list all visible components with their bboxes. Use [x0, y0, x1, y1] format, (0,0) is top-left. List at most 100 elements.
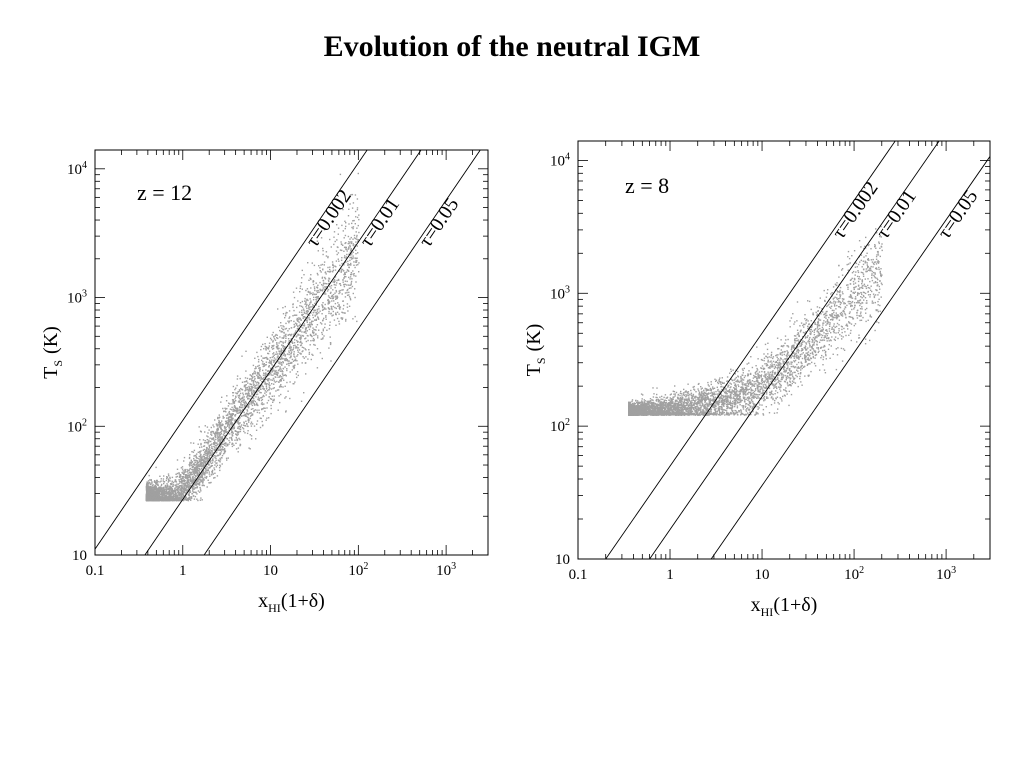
scatter-point — [348, 253, 350, 255]
scatter-point — [165, 492, 167, 495]
scatter-point — [225, 414, 228, 417]
scatter-point — [335, 312, 337, 314]
scatter-point — [290, 320, 292, 322]
scatter-point — [178, 480, 181, 482]
scatter-point — [313, 343, 315, 346]
scatter-point — [240, 402, 242, 404]
scatter-point — [178, 491, 180, 494]
scatter-point — [345, 257, 347, 259]
scatter-point — [313, 328, 315, 331]
scatter-point — [351, 241, 353, 243]
scatter-point — [336, 282, 338, 284]
scatter-point — [249, 412, 251, 414]
scatter-point — [150, 494, 152, 496]
scatter-point — [282, 361, 284, 363]
scatter-point — [191, 471, 193, 473]
scatter-point — [340, 270, 342, 272]
scatter-point — [338, 290, 340, 292]
scatter-point — [271, 369, 274, 371]
scatter-point — [321, 338, 324, 340]
scatter-point — [345, 276, 347, 278]
scatter-point — [199, 488, 202, 490]
scatter-point — [236, 434, 238, 437]
scatter-point — [327, 283, 330, 285]
scatter-point — [180, 474, 182, 476]
scatter-point — [262, 394, 265, 397]
scatter-point — [250, 389, 252, 391]
scatter-point — [248, 388, 251, 390]
scatter-point — [309, 333, 312, 336]
scatter-point — [347, 260, 349, 263]
scatter-point — [321, 304, 323, 306]
scatter-point — [245, 380, 247, 383]
scatter-point — [282, 367, 285, 370]
scatter-point — [346, 280, 348, 283]
scatter-point — [284, 334, 287, 336]
scatter-point — [259, 391, 261, 394]
scatter-point — [200, 468, 203, 470]
scatter-point — [261, 398, 264, 401]
scatter-point — [280, 350, 283, 353]
scatter-point — [266, 336, 268, 338]
scatter-point — [222, 415, 224, 418]
scatter-point — [268, 396, 271, 398]
scatter-point — [339, 289, 341, 292]
scatter-point — [197, 483, 199, 486]
scatter-point — [289, 349, 292, 352]
scatter-point — [308, 328, 311, 331]
scatter-point — [321, 357, 323, 360]
scatter-point — [164, 496, 167, 498]
scatter-point — [318, 308, 320, 310]
scatter-point — [184, 484, 187, 487]
scatter-point — [325, 255, 328, 257]
scatter-point — [249, 390, 251, 392]
scatter-point — [332, 310, 334, 313]
scatter-point — [291, 333, 293, 336]
scatter-point — [324, 282, 326, 285]
scatter-point — [150, 489, 153, 492]
scatter-point — [172, 494, 175, 497]
scatter-point — [252, 393, 255, 396]
scatter-point — [235, 387, 237, 389]
scatter-point — [207, 479, 209, 481]
scatter-point — [255, 396, 257, 398]
scatter-point — [239, 422, 241, 424]
scatter-point — [237, 426, 239, 428]
scatter-point — [292, 306, 294, 308]
scatter-point — [284, 355, 286, 357]
scatter-point — [267, 379, 269, 382]
scatter-point — [253, 376, 256, 378]
scatter-point — [300, 305, 303, 307]
scatter-point — [340, 268, 342, 270]
scatter-point — [209, 451, 211, 453]
scatter-point — [344, 296, 347, 298]
scatter-point — [146, 488, 148, 490]
scatter-point — [350, 272, 353, 274]
scatter-point — [214, 472, 216, 474]
scatter-point — [237, 401, 240, 403]
scatter-point — [269, 337, 272, 340]
scatter-point — [153, 490, 155, 493]
scatter-point — [180, 492, 182, 495]
scatter-point — [201, 462, 203, 464]
scatter-point — [229, 441, 231, 444]
scatter-point — [267, 370, 270, 372]
scatter-point — [150, 488, 153, 490]
scatter-point — [270, 379, 272, 381]
scatter-point — [357, 239, 359, 241]
scatter-point — [250, 425, 253, 427]
scatter-point — [272, 341, 274, 343]
scatter-point — [285, 322, 287, 325]
scatter-point — [236, 421, 238, 423]
scatter-point — [210, 462, 212, 465]
scatter-point — [205, 457, 207, 459]
scatter-point — [210, 481, 212, 484]
scatter-point — [275, 333, 277, 336]
scatter-point — [211, 472, 214, 474]
scatter-point — [211, 446, 213, 448]
scatter-point — [298, 321, 300, 323]
scatter-point — [213, 445, 215, 448]
scatter-point — [179, 498, 181, 500]
scatter-point — [252, 382, 255, 384]
scatter-point — [181, 476, 184, 478]
